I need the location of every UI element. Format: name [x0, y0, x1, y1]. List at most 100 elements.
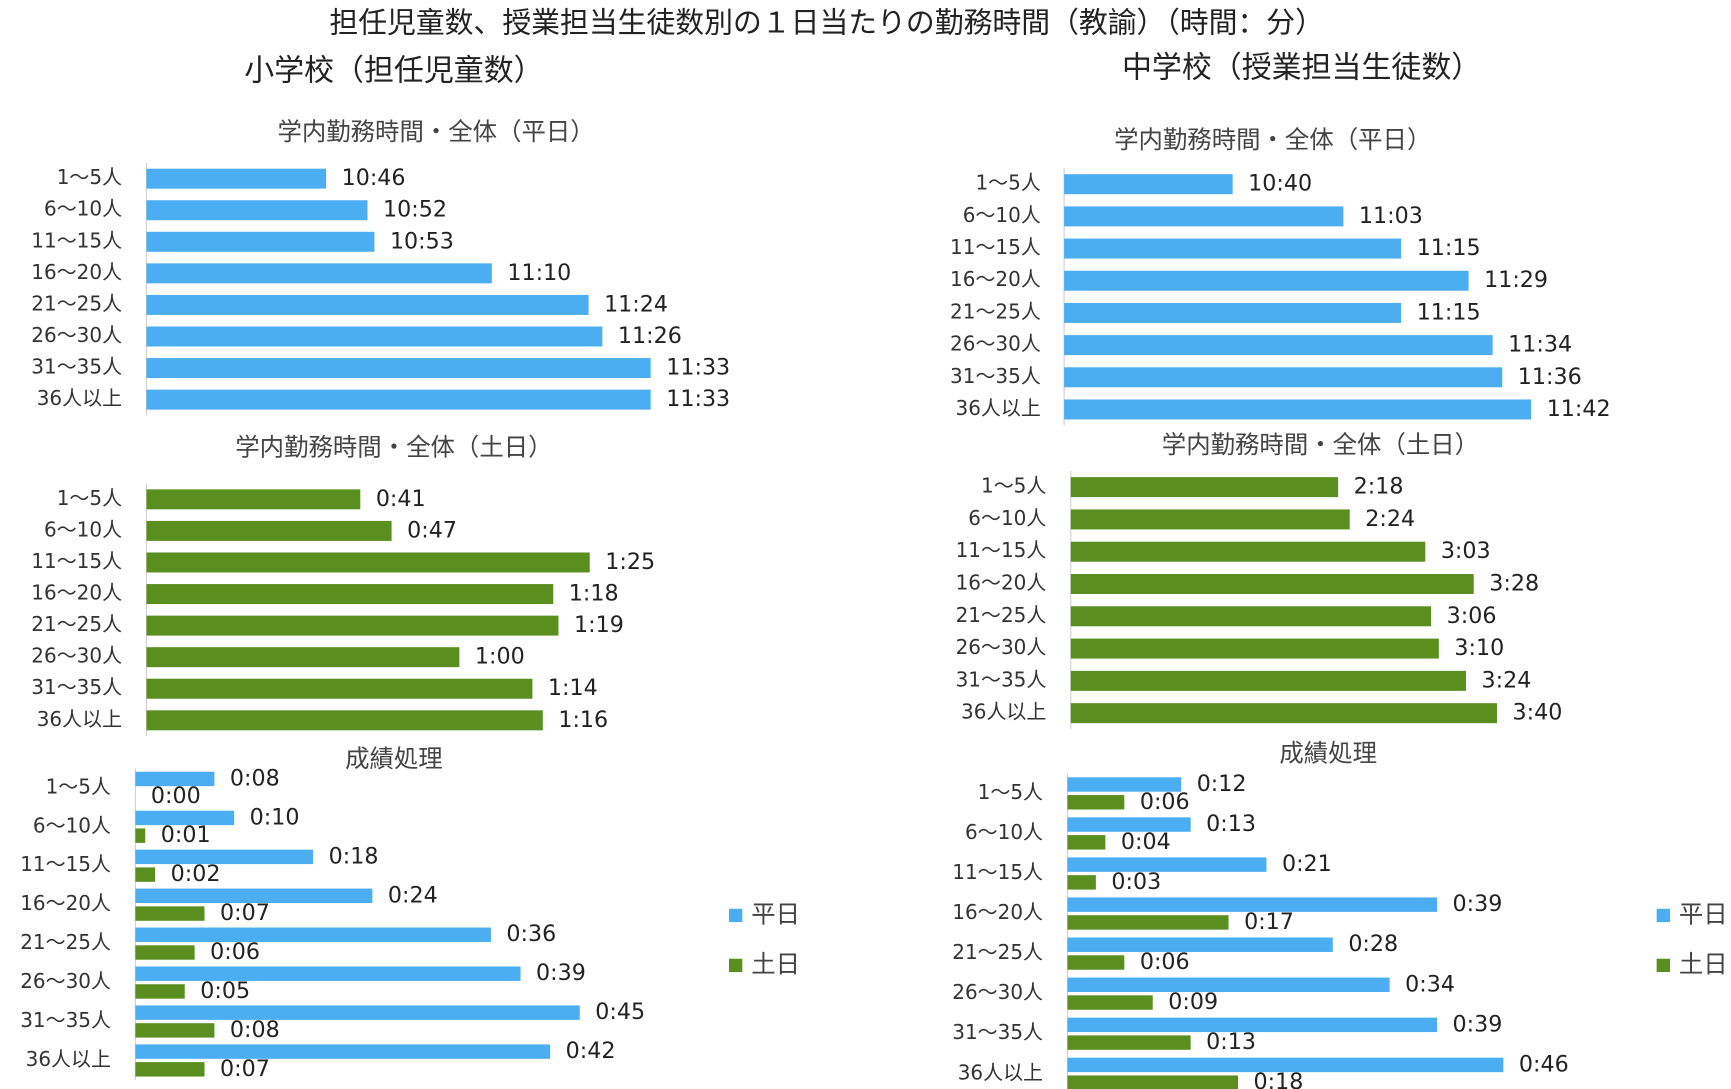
value-label: 0:39 — [536, 960, 586, 986]
value-label: 3:28 — [1489, 571, 1539, 597]
bar — [1067, 857, 1267, 872]
value-label: 10:46 — [342, 165, 406, 191]
category-label: 6～10人 — [44, 517, 122, 541]
bar — [146, 615, 559, 636]
value-label: 0:06 — [1140, 949, 1190, 975]
chart-title: 成績処理 — [345, 744, 443, 773]
category-label: 1～5人 — [981, 474, 1046, 498]
category-label: 26～30人 — [950, 332, 1041, 356]
value-label: 11:26 — [618, 323, 682, 349]
chart-title: 成績処理 — [1279, 739, 1377, 768]
bar — [146, 552, 590, 573]
value-label: 0:36 — [506, 921, 556, 947]
bar — [135, 1005, 580, 1020]
value-label: 0:03 — [1111, 869, 1161, 895]
bar — [1070, 477, 1339, 498]
value-label: 3:24 — [1482, 667, 1532, 693]
category-label: 26～30人 — [956, 635, 1047, 659]
bar — [1067, 915, 1229, 930]
category-label: 21～25人 — [950, 299, 1041, 323]
value-label: 0:41 — [376, 486, 426, 512]
value-label: 3:10 — [1454, 635, 1504, 661]
bar — [1064, 399, 1532, 420]
value-label: 11:42 — [1547, 396, 1611, 422]
category-label: 31～35人 — [956, 667, 1047, 691]
bar — [1067, 937, 1333, 952]
category-label: 36人以上 — [955, 396, 1040, 420]
bar — [1064, 238, 1402, 259]
legend-swatch — [729, 958, 743, 973]
bar — [135, 810, 235, 826]
value-label: 0:39 — [1453, 1011, 1503, 1037]
chart-title: 学内勤務時間・全体（土日） — [235, 432, 552, 461]
value-label: 0:45 — [595, 999, 645, 1025]
category-label: 16～20人 — [31, 581, 122, 605]
bar — [146, 326, 603, 347]
value-label: 11:10 — [507, 260, 571, 286]
bar — [135, 867, 156, 882]
bar — [135, 984, 185, 999]
bar — [1070, 703, 1497, 724]
value-label: 11:33 — [666, 355, 730, 381]
legend-label: 土日 — [751, 949, 800, 978]
value-label: 0:28 — [1348, 931, 1398, 957]
bar — [146, 200, 368, 221]
page-title: 担任児童数、授業担当生徒数別の１日当たりの勤務時間（教諭）（時間：分） — [329, 5, 1324, 39]
bar — [1067, 1017, 1438, 1033]
bar — [1067, 1057, 1504, 1073]
value-label: 2:18 — [1354, 474, 1404, 500]
bar — [146, 710, 543, 731]
value-label: 11:03 — [1359, 203, 1423, 229]
category-label: 31～35人 — [20, 1008, 111, 1032]
value-label: 1:18 — [569, 581, 619, 607]
chart-title: 学内勤務時間・全体（平日） — [277, 117, 594, 146]
bar — [1067, 995, 1153, 1010]
category-label: 16～20人 — [31, 260, 122, 284]
value-label: 0:00 — [151, 783, 201, 809]
category-label: 36人以上 — [958, 1060, 1043, 1084]
value-label: 0:01 — [161, 822, 211, 848]
category-label: 21～25人 — [20, 930, 111, 954]
category-label: 21～25人 — [956, 603, 1047, 627]
category-label: 1～5人 — [57, 486, 122, 510]
bar — [1067, 1035, 1191, 1050]
bar — [146, 358, 651, 379]
bar — [146, 168, 327, 189]
bar — [146, 294, 589, 315]
value-label: 11:15 — [1417, 299, 1481, 325]
bar — [1070, 574, 1474, 594]
bar — [1064, 270, 1469, 291]
category-label: 11～15人 — [952, 860, 1043, 884]
category-label: 31～35人 — [31, 355, 122, 379]
value-label: 1:14 — [548, 675, 598, 701]
category-label: 26～30人 — [952, 980, 1043, 1004]
category-label: 26～30人 — [31, 644, 122, 668]
category-label: 11～15人 — [950, 235, 1041, 259]
value-label: 2:24 — [1365, 506, 1415, 532]
category-label: 36人以上 — [26, 1047, 111, 1071]
section-title: 中学校（授業担当生徒数） — [1122, 50, 1481, 85]
bar — [1070, 638, 1439, 659]
legend-swatch — [729, 908, 743, 923]
chart-title: 学内勤務時間・全体（平日） — [1114, 125, 1431, 154]
bar — [1064, 335, 1493, 356]
bar — [146, 263, 492, 284]
category-label: 21～25人 — [31, 291, 122, 315]
category-label: 36人以上 — [37, 386, 122, 410]
value-label: 1:16 — [558, 707, 608, 733]
bar — [1067, 817, 1191, 832]
category-label: 11～15人 — [20, 852, 111, 876]
bar — [135, 771, 215, 787]
bar — [1070, 541, 1426, 562]
value-label: 0:18 — [329, 843, 379, 869]
bar — [135, 945, 195, 960]
bar — [1064, 174, 1233, 195]
value-label: 0:08 — [230, 1017, 280, 1043]
category-label: 31～35人 — [31, 675, 122, 699]
value-label: 0:21 — [1282, 851, 1332, 877]
value-label: 0:02 — [171, 861, 221, 887]
value-label: 0:06 — [210, 939, 260, 965]
value-label: 3:06 — [1447, 603, 1497, 629]
bar — [146, 389, 651, 410]
